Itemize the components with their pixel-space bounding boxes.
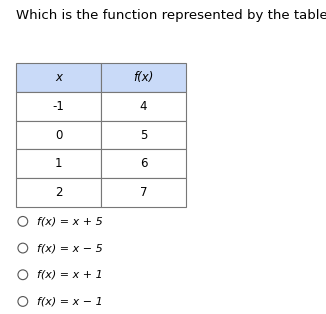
- Text: Which is the function represented by the table?: Which is the function represented by the…: [16, 9, 326, 22]
- Text: f(x) = x − 1: f(x) = x − 1: [37, 296, 103, 306]
- Bar: [101, 121, 186, 149]
- Bar: [101, 149, 186, 178]
- Text: x: x: [55, 71, 62, 84]
- Text: 7: 7: [140, 186, 147, 199]
- Text: 5: 5: [140, 128, 147, 142]
- Text: 4: 4: [140, 100, 147, 113]
- Bar: [16, 178, 101, 207]
- Text: 6: 6: [140, 157, 147, 171]
- Bar: [101, 92, 186, 121]
- Text: f(x): f(x): [133, 71, 154, 84]
- Text: f(x) = x + 1: f(x) = x + 1: [37, 270, 103, 280]
- Text: 2: 2: [55, 186, 63, 199]
- Bar: [16, 149, 101, 178]
- Bar: [101, 178, 186, 207]
- Text: 0: 0: [55, 128, 62, 142]
- Bar: [16, 63, 101, 92]
- Text: -1: -1: [53, 100, 65, 113]
- Text: f(x) = x − 5: f(x) = x − 5: [37, 243, 103, 253]
- Text: f(x) = x + 5: f(x) = x + 5: [37, 216, 103, 226]
- Bar: [101, 63, 186, 92]
- Bar: [16, 92, 101, 121]
- Bar: [16, 121, 101, 149]
- Text: 1: 1: [55, 157, 63, 171]
